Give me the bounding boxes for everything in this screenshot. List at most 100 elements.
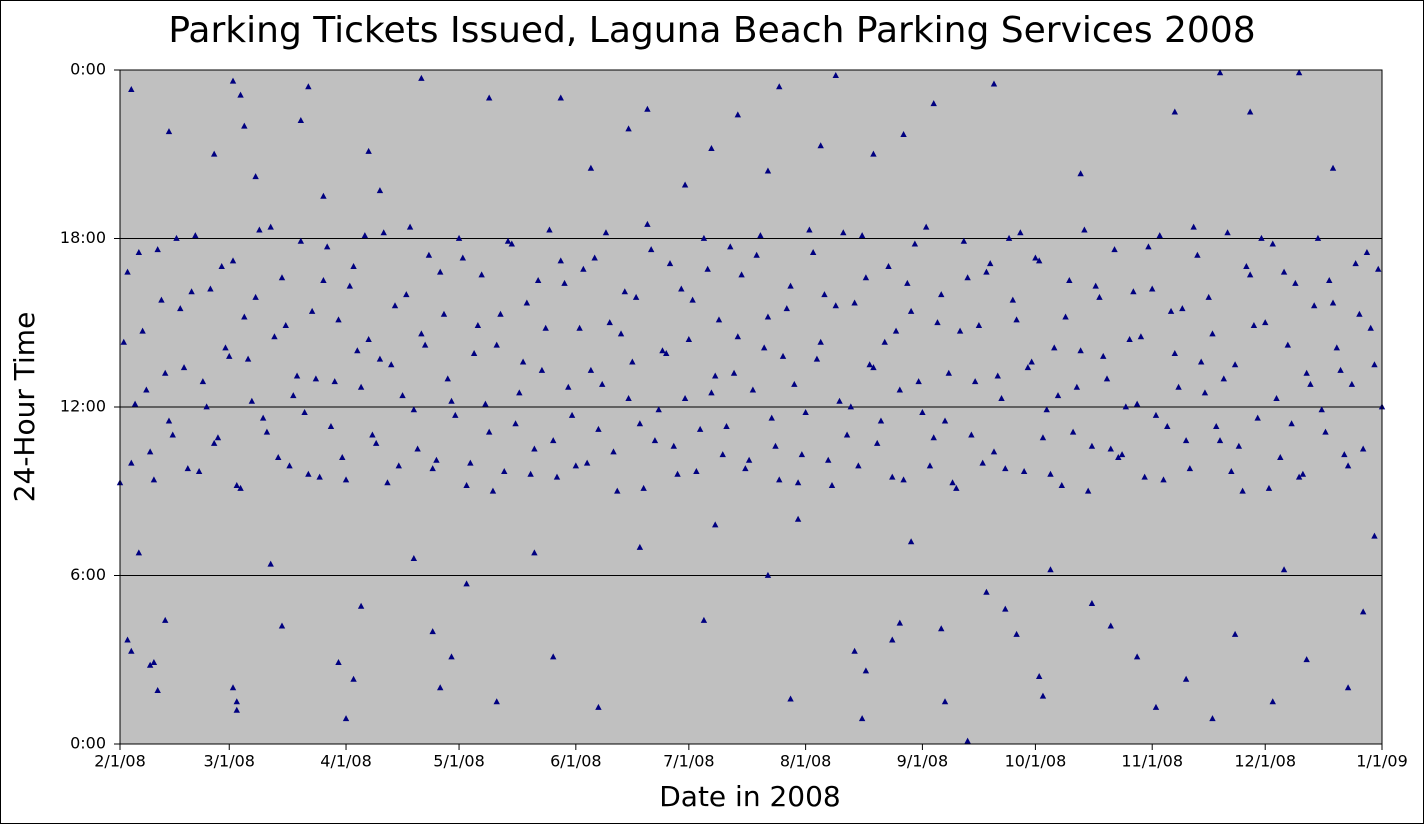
point bbox=[440, 310, 448, 317]
point bbox=[583, 459, 591, 466]
point bbox=[241, 313, 248, 320]
point bbox=[267, 560, 274, 567]
point bbox=[320, 277, 327, 284]
point bbox=[975, 321, 983, 328]
point bbox=[1273, 394, 1280, 401]
point bbox=[1047, 470, 1054, 477]
point bbox=[813, 355, 821, 362]
point bbox=[693, 467, 700, 474]
point bbox=[1262, 319, 1269, 326]
point bbox=[188, 288, 195, 295]
point bbox=[1009, 296, 1017, 303]
point bbox=[485, 94, 493, 101]
point bbox=[229, 684, 237, 691]
point bbox=[896, 386, 904, 393]
point bbox=[987, 260, 994, 267]
point bbox=[1069, 428, 1077, 435]
point bbox=[1284, 341, 1292, 348]
point bbox=[851, 647, 858, 654]
point bbox=[576, 324, 583, 331]
x-tick-label: 4/1/08 bbox=[320, 752, 372, 771]
point bbox=[459, 254, 467, 261]
point bbox=[922, 223, 930, 230]
point bbox=[229, 257, 237, 264]
point bbox=[531, 549, 538, 556]
point bbox=[1039, 434, 1047, 441]
point bbox=[602, 229, 610, 236]
point bbox=[391, 302, 399, 309]
point bbox=[463, 482, 470, 489]
point bbox=[753, 251, 760, 258]
point bbox=[881, 338, 888, 345]
point bbox=[369, 431, 376, 438]
point bbox=[1269, 240, 1276, 247]
point bbox=[463, 580, 470, 587]
point bbox=[210, 150, 218, 157]
point bbox=[629, 358, 636, 365]
points bbox=[116, 69, 1386, 744]
point bbox=[327, 423, 335, 430]
point bbox=[275, 453, 282, 460]
point bbox=[614, 487, 621, 494]
x-tick-label: 3/1/08 bbox=[203, 752, 255, 771]
point bbox=[203, 403, 210, 410]
point bbox=[791, 380, 798, 387]
point bbox=[757, 232, 764, 239]
point bbox=[534, 277, 542, 284]
point bbox=[1216, 69, 1224, 76]
x-axis-label: Date in 2008 bbox=[659, 780, 841, 813]
point bbox=[983, 588, 990, 595]
point bbox=[866, 361, 873, 368]
point bbox=[448, 397, 455, 404]
x-tick-label: 9/1/08 bbox=[897, 752, 949, 771]
x-tick-label: 12/1/08 bbox=[1234, 752, 1296, 771]
point bbox=[444, 375, 451, 382]
point bbox=[919, 409, 926, 416]
point bbox=[1077, 347, 1084, 354]
point bbox=[550, 653, 557, 660]
point bbox=[1254, 414, 1261, 421]
point bbox=[851, 299, 858, 306]
point bbox=[1149, 285, 1156, 292]
y-tick-label: 12:00 bbox=[60, 397, 106, 416]
point bbox=[504, 237, 512, 244]
point bbox=[994, 372, 1001, 379]
point bbox=[1310, 302, 1318, 309]
point bbox=[1039, 692, 1047, 699]
point bbox=[128, 86, 135, 93]
point bbox=[565, 383, 572, 390]
point bbox=[1371, 532, 1378, 539]
point bbox=[1224, 229, 1231, 236]
point bbox=[1115, 453, 1122, 460]
x-tick-label: 2/1/08 bbox=[94, 752, 146, 771]
point bbox=[625, 394, 632, 401]
point bbox=[237, 91, 244, 98]
point bbox=[1130, 288, 1137, 295]
point bbox=[794, 515, 802, 522]
point bbox=[229, 77, 237, 84]
point bbox=[1318, 406, 1325, 413]
point bbox=[365, 336, 372, 342]
point bbox=[843, 431, 851, 438]
point bbox=[1103, 375, 1111, 382]
point bbox=[1141, 473, 1148, 480]
point bbox=[1047, 566, 1054, 573]
point bbox=[1348, 380, 1356, 387]
point bbox=[305, 83, 312, 90]
point bbox=[907, 538, 915, 545]
point bbox=[1002, 465, 1009, 472]
point bbox=[1250, 321, 1258, 328]
point bbox=[1137, 333, 1145, 340]
point bbox=[1088, 442, 1096, 449]
point bbox=[248, 397, 256, 404]
point bbox=[1314, 234, 1322, 241]
point bbox=[1333, 344, 1340, 351]
point bbox=[700, 234, 708, 241]
point bbox=[1058, 482, 1065, 489]
point bbox=[523, 299, 531, 306]
point bbox=[1145, 243, 1152, 250]
point bbox=[214, 434, 222, 441]
point bbox=[1152, 703, 1160, 710]
point bbox=[388, 361, 395, 368]
point bbox=[1280, 268, 1288, 275]
